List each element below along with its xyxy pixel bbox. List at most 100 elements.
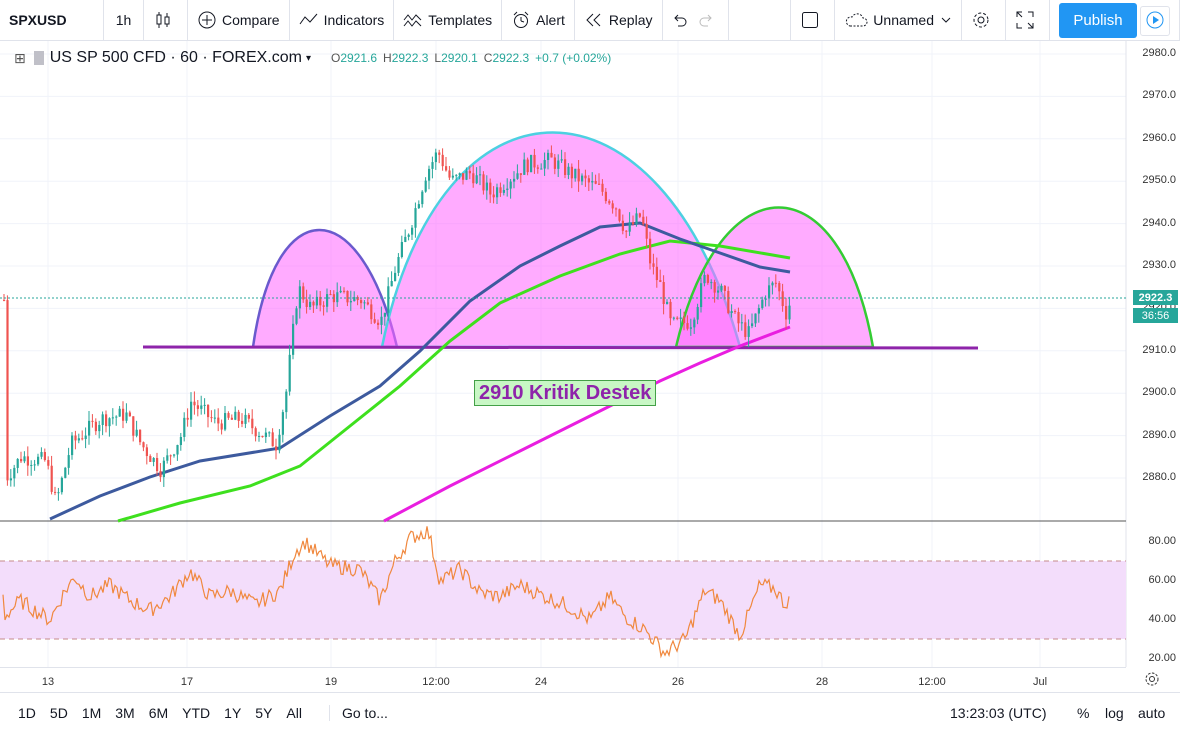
right-shoulder-arc [674, 206, 875, 349]
candle-body [91, 420, 94, 422]
support-annotation[interactable]: 2910 Kritik Destek [474, 380, 657, 406]
redo-icon[interactable] [697, 10, 717, 30]
range-button-all[interactable]: All [286, 705, 302, 721]
percent-toggle[interactable]: % [1077, 705, 1090, 721]
replay-button[interactable]: Replay [575, 0, 663, 41]
candle-body [394, 272, 397, 281]
candle-body [94, 421, 97, 432]
interval-label: 1h [115, 12, 132, 28]
alert-label: Alert [536, 12, 565, 28]
candle-body [254, 428, 257, 437]
legend-change: +0.7 (+0.02%) [535, 51, 612, 65]
candle-body [258, 435, 261, 437]
candle-body [16, 458, 19, 468]
candle-body [247, 414, 250, 419]
candle-body [768, 285, 771, 299]
candle-body [237, 411, 240, 421]
time-axis[interactable]: 13 17 19 12:00 24 26 28 12:00 Jul [0, 667, 1126, 692]
countdown-tag: 36:56 [1133, 308, 1178, 323]
candle-body [747, 326, 750, 337]
fullscreen-button[interactable] [1006, 0, 1050, 41]
candle-body [400, 241, 403, 258]
candle-body [57, 492, 60, 494]
undo-icon[interactable] [669, 10, 689, 30]
goto-button[interactable]: Go to... [328, 705, 400, 721]
axis-settings-gear-icon[interactable] [1144, 671, 1160, 692]
templates-button[interactable]: Templates [394, 0, 503, 41]
candle-body [591, 180, 594, 183]
rsi-tick-label: 40.00 [1148, 613, 1176, 625]
publish-button[interactable]: Publish [1059, 3, 1137, 38]
log-toggle[interactable]: log [1105, 705, 1124, 721]
candle-body [390, 280, 393, 287]
range-button-5y[interactable]: 5Y [255, 705, 273, 721]
candle-body [710, 282, 713, 284]
time-tick-label: 28 [815, 676, 829, 688]
symbol-search[interactable]: SPXUSD [0, 0, 104, 41]
range-button-3m[interactable]: 3M [115, 705, 135, 721]
candle-body [128, 412, 131, 417]
candle-body [645, 223, 648, 239]
legend-title[interactable]: US SP 500 CFD · 60 · FOREX.com [49, 49, 302, 66]
layout-name-button[interactable]: Unnamed [835, 0, 962, 41]
range-button-6m[interactable]: 6M [148, 705, 169, 721]
candle-body [451, 175, 454, 178]
interval-button[interactable]: 1h [104, 0, 144, 41]
range-button-ytd[interactable]: YTD [182, 705, 211, 721]
range-button-1m[interactable]: 1M [81, 705, 102, 721]
candle-body [20, 458, 23, 462]
time-tick-label: Jul [1032, 676, 1048, 688]
support-line [142, 345, 979, 350]
range-button-1d[interactable]: 1D [18, 705, 36, 721]
candle-body [176, 445, 179, 455]
candles-icon [153, 10, 173, 30]
candle-body [373, 319, 376, 323]
price-tick-label: 2910.0 [1142, 343, 1176, 356]
alert-button[interactable]: Alert [502, 0, 575, 41]
candle-body [81, 438, 84, 440]
candle-body [343, 290, 346, 292]
settings-button[interactable] [962, 0, 1006, 41]
candle-body [445, 166, 448, 171]
compare-button[interactable]: Compare [188, 0, 290, 41]
candle-body [30, 464, 33, 466]
candle-body [414, 208, 417, 228]
fullscreen-toggle-button[interactable] [790, 0, 836, 41]
candle-body [482, 174, 485, 191]
indicators-label: Indicators [323, 12, 385, 28]
candle-body [638, 213, 641, 217]
price-chart[interactable] [0, 41, 1180, 667]
add-symbol-icon[interactable]: ⊞ [14, 49, 26, 66]
play-icon [1146, 11, 1164, 32]
candle-body [642, 216, 645, 224]
candle-body [666, 301, 669, 304]
undo-redo-group [663, 0, 729, 41]
candlestick-series [3, 145, 791, 501]
chart-style-button[interactable] [144, 0, 188, 41]
auto-toggle[interactable]: auto [1138, 705, 1166, 721]
range-button-1y[interactable]: 1Y [224, 705, 242, 721]
price-tick-label: 2880.0 [1142, 471, 1176, 483]
candle-body [220, 423, 223, 430]
candle-body [329, 294, 332, 296]
candle-body [383, 312, 386, 317]
chevron-down-icon[interactable]: ▾ [305, 52, 311, 64]
candle-body [234, 411, 237, 420]
play-button[interactable] [1140, 6, 1170, 36]
candle-body [584, 175, 587, 179]
range-button-5d[interactable]: 5D [49, 705, 68, 721]
candle-body [557, 160, 560, 169]
candle-body [3, 299, 6, 301]
candle-body [196, 405, 199, 409]
candle-body [227, 413, 230, 418]
candle-body [649, 238, 652, 264]
candle-body [159, 471, 162, 478]
indicators-button[interactable]: Indicators [290, 0, 395, 41]
price-tick-label: 2900.0 [1142, 386, 1176, 399]
candle-body [553, 157, 556, 169]
utc-clock[interactable]: 13:23:03 (UTC) [950, 705, 1047, 721]
candle-body [547, 152, 550, 161]
candle-body [499, 187, 502, 193]
price-tick-label: 2890.0 [1142, 428, 1176, 441]
candle-body [179, 436, 182, 446]
